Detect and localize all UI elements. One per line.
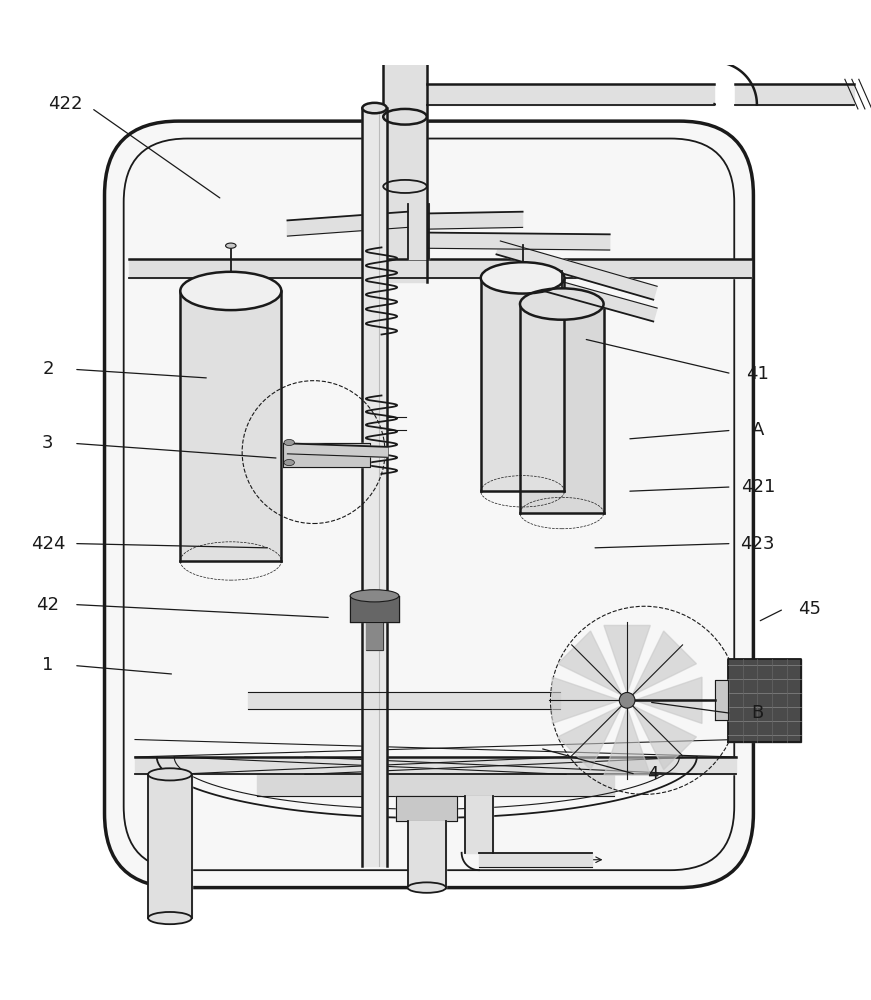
Polygon shape [135,757,736,774]
Polygon shape [728,659,801,742]
Ellipse shape [148,912,192,924]
Polygon shape [481,278,564,491]
Text: 4: 4 [647,765,659,783]
Text: 3: 3 [42,434,54,452]
Polygon shape [715,680,728,720]
Text: 423: 423 [740,535,775,553]
Ellipse shape [520,288,604,320]
Ellipse shape [148,768,192,780]
Ellipse shape [284,459,294,466]
Polygon shape [632,631,697,695]
Text: 1: 1 [42,656,54,674]
Polygon shape [366,622,383,650]
Polygon shape [287,443,388,457]
Polygon shape [180,291,281,561]
Ellipse shape [350,590,399,602]
Text: 424: 424 [30,535,65,553]
Ellipse shape [180,272,281,310]
Polygon shape [604,707,651,775]
Polygon shape [632,705,697,770]
Text: 421: 421 [740,478,775,496]
Ellipse shape [284,439,294,446]
Polygon shape [552,677,620,723]
Text: 41: 41 [746,365,769,383]
Polygon shape [496,265,657,321]
Polygon shape [408,204,429,259]
Polygon shape [350,596,399,622]
Ellipse shape [619,692,635,708]
Text: A: A [752,421,764,439]
Text: 42: 42 [37,596,59,614]
Polygon shape [408,821,446,888]
Polygon shape [287,212,408,236]
Polygon shape [429,212,523,229]
Polygon shape [362,108,387,866]
Ellipse shape [226,243,236,248]
Ellipse shape [362,103,387,113]
Polygon shape [557,705,622,770]
FancyBboxPatch shape [105,121,753,888]
Polygon shape [148,774,192,918]
Text: B: B [752,704,764,722]
Polygon shape [383,60,427,282]
Polygon shape [283,443,370,467]
Polygon shape [257,774,614,796]
Ellipse shape [383,109,427,125]
Polygon shape [248,692,561,709]
Text: 45: 45 [799,600,821,618]
Polygon shape [427,84,714,105]
Polygon shape [465,796,493,853]
Polygon shape [396,796,457,821]
Ellipse shape [481,262,564,294]
Polygon shape [429,233,610,250]
Polygon shape [557,631,622,695]
Polygon shape [479,853,592,867]
Text: 2: 2 [42,360,54,378]
Polygon shape [496,241,657,300]
Polygon shape [634,677,702,723]
Ellipse shape [408,882,446,893]
Ellipse shape [383,180,427,193]
Polygon shape [129,259,751,278]
Text: 422: 422 [48,95,83,113]
Polygon shape [604,625,651,693]
Polygon shape [735,84,854,105]
Polygon shape [520,304,604,513]
